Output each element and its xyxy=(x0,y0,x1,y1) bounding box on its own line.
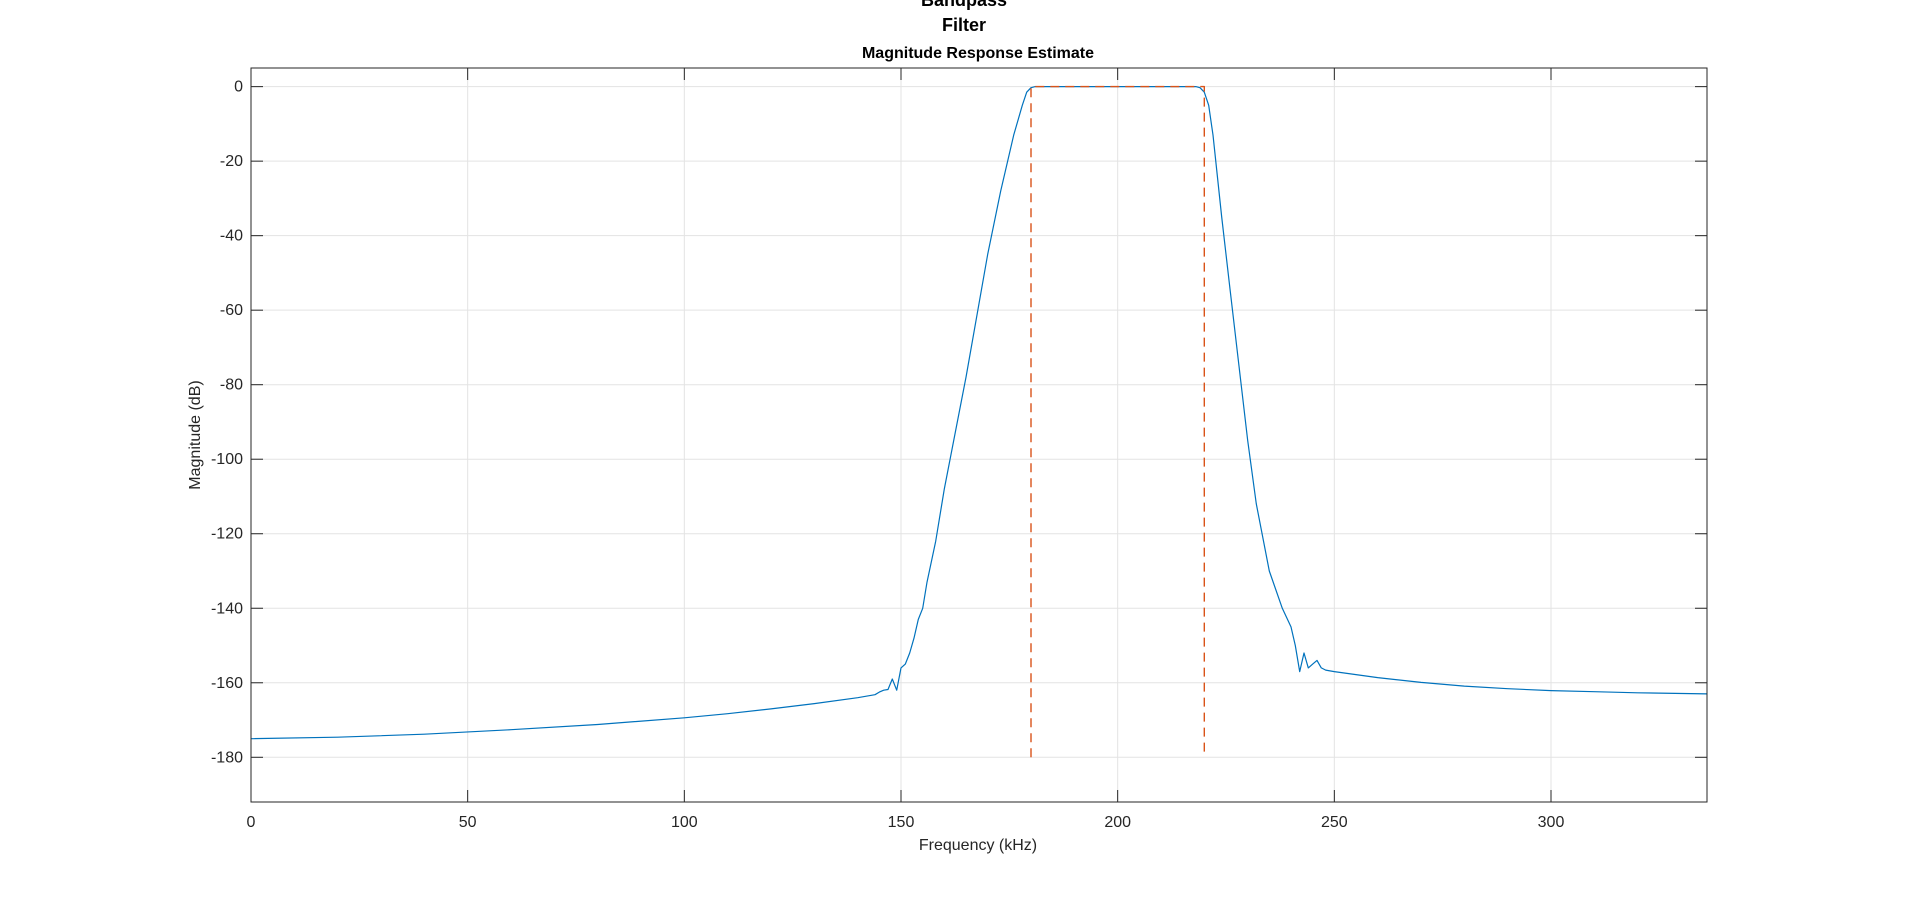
x-tick-label: 50 xyxy=(459,814,477,831)
y-tick-label: -20 xyxy=(220,153,243,170)
y-tick-label: 0 xyxy=(234,79,243,96)
x-tick-label: 300 xyxy=(1538,814,1565,831)
chart-title-line-1: Bandpass xyxy=(921,0,1007,10)
plot-area: 0 50 100 150 200 250 300 0 -20 -40 -60 -80 -100 -120 -… xyxy=(211,67,1708,831)
y-tick-label: -160 xyxy=(211,675,243,692)
y-tick-label: -60 xyxy=(220,302,243,319)
series-layer xyxy=(250,85,1708,758)
chart-title-line-2: Filter xyxy=(942,15,986,35)
y-tick-label: -40 xyxy=(220,228,243,245)
x-tick-label: 0 xyxy=(247,814,256,831)
axes-background xyxy=(251,68,1707,802)
axes-frame xyxy=(250,67,1708,803)
y-tick-label: -140 xyxy=(211,600,243,617)
tick-labels: 0 50 100 150 200 250 300 0 -20 -40 -60 -80 -100 -120 -… xyxy=(211,79,1564,831)
y-tick-label: -100 xyxy=(211,451,243,468)
x-axis-label: Frequency (kHz) xyxy=(919,837,1037,854)
x-tick-label: 150 xyxy=(888,814,915,831)
chart-subtitle: Magnitude Response Estimate xyxy=(862,45,1094,62)
x-tick-label: 250 xyxy=(1321,814,1348,831)
passband-spec-line xyxy=(1030,85,1206,758)
x-tick-label: 200 xyxy=(1104,814,1131,831)
grid-lines xyxy=(250,68,1707,802)
y-axis-label: Magnitude (dB) xyxy=(187,380,204,489)
y-tick-label: -180 xyxy=(211,749,243,766)
x-tick-label: 100 xyxy=(671,814,698,831)
y-tick-label: -120 xyxy=(211,526,243,543)
y-tick-label: -80 xyxy=(220,377,243,394)
